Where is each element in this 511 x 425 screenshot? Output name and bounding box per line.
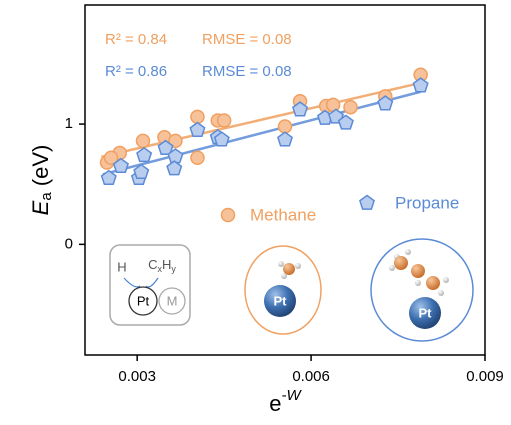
point [292, 101, 309, 117]
plot-frame [84, 4, 486, 356]
point [337, 114, 354, 130]
y-tick-label: 0 [65, 235, 73, 252]
point [190, 109, 205, 125]
inset-label: M [167, 293, 178, 308]
annotation: R² = 0.84 [105, 31, 167, 48]
inset-label: CxHy [148, 257, 176, 274]
x-axis-label: e-W [269, 387, 302, 416]
legend-label: Propane [395, 193, 459, 212]
point [216, 113, 232, 128]
inset-label: Pt [137, 293, 150, 308]
annotation: R² = 0.86 [105, 63, 167, 80]
scheme-inset: H CxHy Pt M [109, 244, 191, 326]
point [412, 77, 429, 93]
inset-label: H [117, 259, 126, 274]
point [135, 133, 151, 149]
propane-inset: Pt [370, 238, 474, 342]
point [277, 119, 293, 134]
y-axis-label: Ea (eV) [28, 145, 55, 216]
x-tick-label: 0.009 [466, 368, 504, 385]
point [277, 131, 293, 147]
legend-label: Methane [250, 205, 316, 224]
methane-inset: Pt [244, 245, 322, 335]
point [213, 131, 230, 147]
point [133, 163, 150, 179]
point [136, 146, 153, 163]
inset-label: Pt [274, 293, 288, 308]
point [112, 157, 129, 173]
point [325, 97, 341, 113]
legend-marker [359, 194, 375, 210]
point [190, 150, 205, 165]
point [168, 133, 183, 149]
point [166, 160, 183, 176]
fit-line [102, 90, 421, 176]
y-tick-label: 1 [65, 115, 73, 132]
point [100, 169, 117, 186]
point [103, 150, 119, 165]
annotation: RMSE = 0.08 [202, 63, 292, 80]
x-tick-label: 0.003 [118, 368, 156, 385]
annotation: RMSE = 0.08 [202, 31, 292, 48]
fit-line [100, 81, 421, 159]
point [343, 99, 358, 115]
legend-marker [220, 207, 236, 223]
x-tick-label: 0.006 [292, 368, 330, 385]
point [157, 139, 174, 155]
inset-label: Pt [419, 305, 433, 320]
point [377, 95, 394, 111]
point [189, 121, 206, 137]
